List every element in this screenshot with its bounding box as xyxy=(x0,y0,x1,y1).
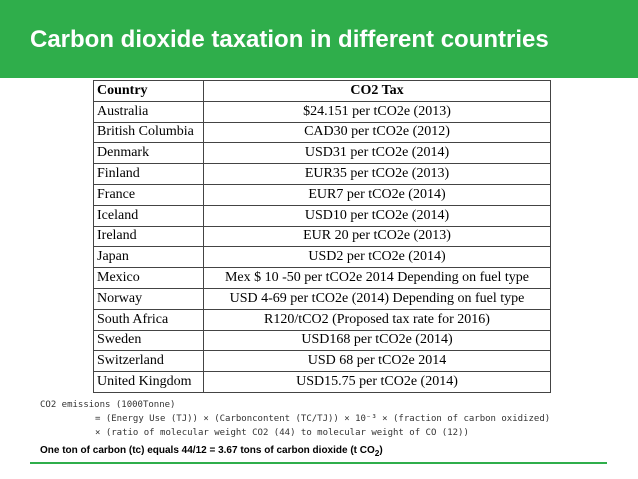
table-row: Switzerland USD 68 per tCO2e 2014 xyxy=(93,350,551,373)
country-cell: Iceland xyxy=(93,204,204,227)
country-cell: South Africa xyxy=(93,308,204,331)
tax-cell: $24.151 per tCO2e (2013) xyxy=(203,100,551,123)
tax-cell: USD 4-69 per tCO2e (2014) Depending on f… xyxy=(203,287,551,310)
tax-cell: EUR35 per tCO2e (2013) xyxy=(203,163,551,185)
table-row: British Columbia CAD30 per tCO2e (2012) xyxy=(93,121,551,144)
country-cell: Australia xyxy=(93,100,204,123)
note: One ton of carbon (tc) equals 44/12 = 3.… xyxy=(40,445,383,458)
header-cell: Country xyxy=(93,80,204,102)
country-cell: Japan xyxy=(93,246,204,269)
note-subscript: 2 xyxy=(374,448,380,458)
country-cell: Sweden xyxy=(93,329,204,352)
country-cell: Switzerland xyxy=(93,350,204,373)
table-row: Iceland USD10 per tCO2e (2014) xyxy=(93,204,551,227)
table-row: Sweden USD168 per tCO2e (2014) xyxy=(93,329,551,352)
country-cell: United Kingdom xyxy=(93,371,204,393)
tax-cell: Mex $ 10 -50 per tCO2e 2014 Depending on… xyxy=(203,267,551,289)
tax-cell: CAD30 per tCO2e (2012) xyxy=(203,121,551,144)
country-cell: Ireland xyxy=(93,225,204,248)
tax-cell: USD2 per tCO2e (2014) xyxy=(203,246,551,269)
tax-cell: USD168 per tCO2e (2014) xyxy=(203,329,551,352)
tax-cell: EUR 20 per tCO2e (2013) xyxy=(203,225,551,248)
formula-line: CO2 emissions (1000Tonne) xyxy=(40,400,176,410)
tax-cell: EUR7 per tCO2e (2014) xyxy=(203,183,551,206)
header-band xyxy=(0,0,638,78)
table-row: Japan USD2 per tCO2e (2014) xyxy=(93,246,551,269)
table-row: France EUR7 per tCO2e (2014) xyxy=(93,183,551,206)
note-text: One ton of carbon (tc) equals 44/12 = 3.… xyxy=(40,445,375,456)
footer-rule xyxy=(30,462,607,464)
header-cell: CO2 Tax xyxy=(203,80,551,102)
country-cell: Finland xyxy=(93,163,204,185)
country-cell: Norway xyxy=(93,287,204,310)
tax-table: Country CO2 Tax Australia $24.151 per tCO… xyxy=(93,80,551,393)
formula: CO2 emissions (1000Tonne) = (Energy Use (… xyxy=(40,400,550,442)
formula-line: = (Energy Use (TJ)) × (Carboncontent (TC… xyxy=(95,414,551,424)
table-row: Finland EUR35 per tCO2e (2013) xyxy=(93,163,551,185)
table-row: Ireland EUR 20 per tCO2e (2013) xyxy=(93,225,551,248)
table-row: Mexico Mex $ 10 -50 per tCO2e 2014 Depend… xyxy=(93,267,551,289)
country-cell: Mexico xyxy=(93,267,204,289)
header-row: Country CO2 Tax xyxy=(93,80,551,102)
tax-cell: R120/tCO2 (Proposed tax rate for 2016) xyxy=(203,308,551,331)
table-row: South Africa R120/tCO2 (Proposed tax rate… xyxy=(93,308,551,331)
tax-cell: USD31 per tCO2e (2014) xyxy=(203,142,551,165)
formula-line: × (ratio of molecular weight CO2 (44) to… xyxy=(95,428,469,438)
tax-cell: USD10 per tCO2e (2014) xyxy=(203,204,551,227)
note-tail: ) xyxy=(379,445,383,456)
table-row: Australia $24.151 per tCO2e (2013) xyxy=(93,100,551,123)
tax-cell: USD15.75 per tCO2e (2014) xyxy=(203,371,551,393)
tax-cell: USD 68 per tCO2e 2014 xyxy=(203,350,551,373)
table-row: Norway USD 4-69 per tCO2e (2014) Dependin… xyxy=(93,287,551,310)
table-row: United Kingdom USD15.75 per tCO2e (2014) xyxy=(93,371,551,393)
table-row: Denmark USD31 per tCO2e (2014) xyxy=(93,142,551,165)
country-cell: Denmark xyxy=(93,142,204,165)
country-cell: France xyxy=(93,183,204,206)
slide-title: Carbon dioxide taxation in different cou… xyxy=(30,26,549,53)
country-cell: British Columbia xyxy=(93,121,204,144)
